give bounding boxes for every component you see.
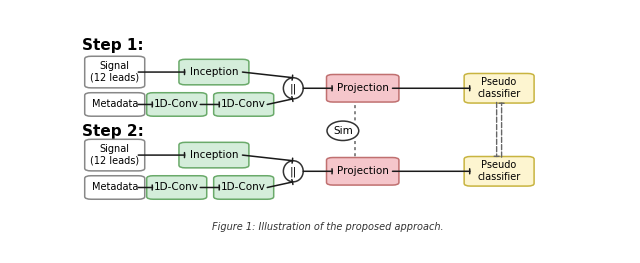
Text: Signal
(12 leads): Signal (12 leads)	[90, 61, 140, 83]
FancyBboxPatch shape	[326, 158, 399, 185]
Text: Figure 1: Illustration of the proposed approach.: Figure 1: Illustration of the proposed a…	[212, 222, 444, 232]
Text: Inception: Inception	[189, 150, 238, 160]
FancyBboxPatch shape	[214, 93, 274, 116]
Text: Step 1:: Step 1:	[83, 38, 144, 53]
FancyBboxPatch shape	[84, 176, 145, 199]
Text: Inception: Inception	[189, 67, 238, 77]
Ellipse shape	[327, 121, 359, 140]
FancyBboxPatch shape	[464, 73, 534, 103]
Text: Step 2:: Step 2:	[83, 124, 145, 139]
Text: 1D-Conv: 1D-Conv	[221, 99, 266, 109]
FancyBboxPatch shape	[84, 93, 145, 116]
FancyBboxPatch shape	[179, 59, 249, 85]
Text: Pseudo
classifier: Pseudo classifier	[477, 78, 521, 99]
FancyBboxPatch shape	[179, 142, 249, 168]
Text: Metadata: Metadata	[92, 99, 138, 109]
Text: Projection: Projection	[337, 83, 388, 93]
FancyBboxPatch shape	[214, 176, 274, 199]
FancyBboxPatch shape	[84, 56, 145, 88]
FancyBboxPatch shape	[147, 93, 207, 116]
Text: Signal
(12 leads): Signal (12 leads)	[90, 144, 140, 166]
Text: Projection: Projection	[337, 166, 388, 176]
Ellipse shape	[284, 78, 303, 99]
Text: Sim: Sim	[333, 126, 353, 136]
Text: ||: ||	[290, 83, 297, 94]
Text: ||: ||	[290, 166, 297, 176]
Text: 1D-Conv: 1D-Conv	[154, 183, 199, 193]
Text: 1D-Conv: 1D-Conv	[221, 183, 266, 193]
FancyBboxPatch shape	[147, 176, 207, 199]
FancyBboxPatch shape	[464, 156, 534, 186]
FancyBboxPatch shape	[326, 74, 399, 102]
Text: Metadata: Metadata	[92, 183, 138, 193]
FancyBboxPatch shape	[84, 139, 145, 171]
Text: Pseudo
classifier: Pseudo classifier	[477, 160, 521, 182]
Text: 1D-Conv: 1D-Conv	[154, 99, 199, 109]
Ellipse shape	[284, 161, 303, 182]
